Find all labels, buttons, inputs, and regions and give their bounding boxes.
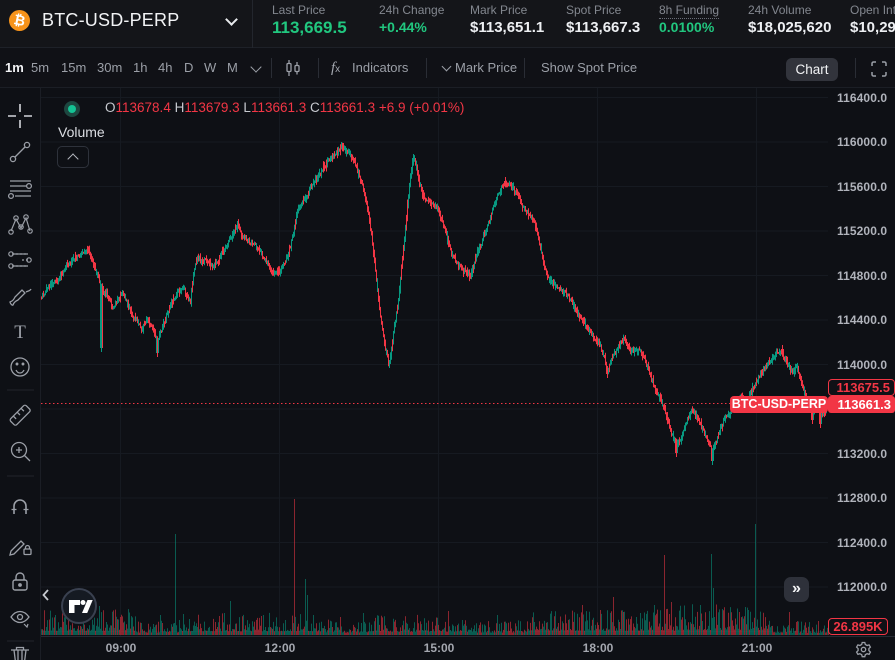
svg-text:T: T xyxy=(14,322,26,343)
